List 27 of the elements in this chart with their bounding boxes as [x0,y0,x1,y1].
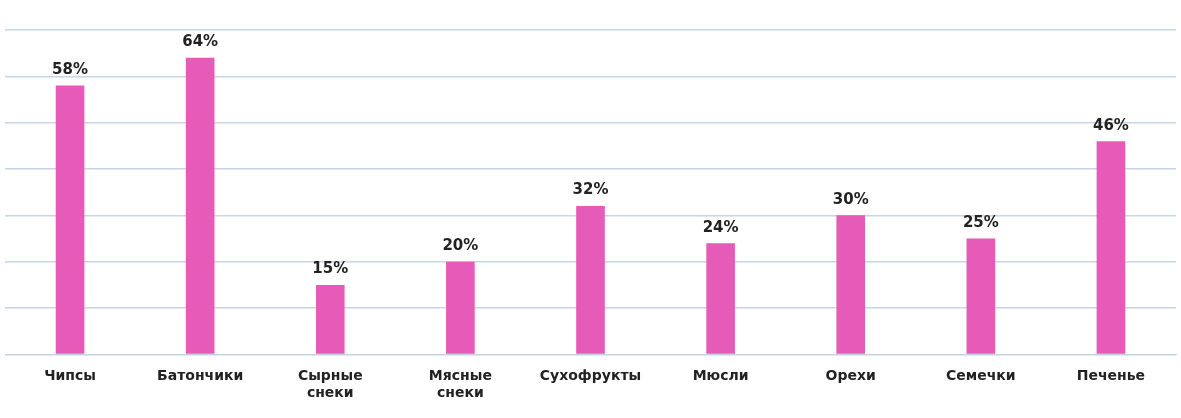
bar [966,238,996,354]
data-label: 32% [572,180,609,199]
bar [706,243,735,354]
data-label: 15% [312,259,349,278]
x-tick-label: Мясные снеки [428,367,492,401]
bar [576,206,605,354]
data-label: 25% [962,212,999,231]
data-label: 30% [832,189,869,208]
bar [315,284,345,354]
x-tick-label: Сухофрукты [539,367,642,384]
data-label: 24% [702,217,739,236]
x-tick-label: Чипсы [44,367,96,384]
data-label: 20% [442,236,479,255]
bar [1096,141,1126,354]
x-tick-label: Семечки [946,367,1016,384]
data-label: 46% [1092,115,1129,134]
x-tick-label: Сырные снеки [297,367,363,401]
x-tick-label: Мюсли [692,367,749,384]
bar [446,261,475,354]
bar [55,85,85,354]
data-label: 64% [182,32,219,51]
data-label: 58% [52,60,89,78]
x-tick-label: Печенье [1076,367,1146,384]
bar [836,215,866,354]
bar [185,57,215,354]
x-tick-label: Батончики [157,367,244,384]
x-tick-label: Орехи [825,367,876,384]
